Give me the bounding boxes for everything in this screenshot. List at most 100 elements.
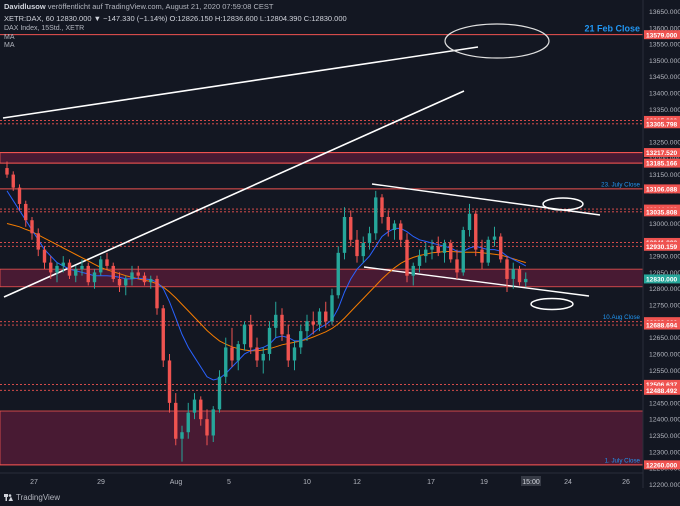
candle-body — [442, 243, 447, 253]
candle-body — [174, 402, 178, 439]
candle-body — [405, 239, 409, 276]
candle-body — [430, 246, 434, 250]
candle-body — [480, 249, 484, 263]
candle-body — [299, 331, 303, 348]
level-price-tag: 13579.000 — [646, 32, 678, 39]
candle-body — [161, 308, 165, 361]
x-tick-label: 26 — [622, 479, 630, 486]
candle-body — [117, 278, 122, 286]
level-lines — [0, 34, 643, 466]
candle-body — [111, 265, 115, 279]
candle-body — [274, 314, 278, 328]
candle-body — [30, 220, 34, 234]
candle-body — [230, 347, 234, 361]
y-tick-label: 12800.000 — [649, 286, 680, 293]
candle-body — [5, 168, 9, 175]
x-tick-label: 24 — [564, 479, 572, 486]
level-price-tag: 12930.159 — [646, 244, 678, 251]
candle-body — [455, 259, 459, 273]
level-annotation: 21 Feb Close — [584, 24, 640, 34]
time-axis[interactable]: 27 29 Aug 5 10 12 17 19 24 26 15:00 — [30, 476, 630, 486]
candle-body — [349, 216, 353, 240]
candle-body — [49, 262, 53, 273]
level-price-tag: 13217.520 — [646, 150, 678, 157]
candle-body — [330, 295, 334, 322]
y-tick-label: 12200.000 — [649, 482, 680, 489]
candle-body — [386, 216, 390, 231]
y-tick-label: 13400.000 — [649, 91, 680, 98]
y-tick-label: 13450.000 — [649, 74, 680, 81]
author-name[interactable]: Davidlusow — [4, 2, 46, 11]
y-tick-label: 12750.000 — [649, 303, 680, 310]
candle-body — [217, 376, 222, 410]
highlight-ellipse-aug — [530, 297, 574, 311]
candle-body — [342, 216, 347, 253]
ma-indicator-2[interactable]: MA — [4, 42, 15, 49]
candle-body — [55, 265, 59, 273]
level-price-tag-bg — [644, 460, 680, 470]
candle-body — [136, 272, 140, 276]
x-tick-label: 5 — [227, 479, 231, 486]
candle-body — [167, 360, 172, 403]
ma-indicator-1[interactable]: MA — [4, 34, 15, 41]
candles — [5, 161, 528, 462]
level-price-tag-bg — [644, 119, 680, 129]
level-price-tag-bg — [644, 207, 680, 217]
y-tick-label: 12550.000 — [649, 368, 680, 375]
candle-body — [67, 262, 72, 276]
candle-body — [261, 353, 265, 361]
candle-body — [411, 265, 415, 276]
level-price-tag: 13106.088 — [646, 187, 678, 194]
ohlc-values: XETR:DAX, 60 12830.000 ▼ −147.330 (−1.14… — [4, 14, 347, 23]
candle-body — [417, 256, 422, 266]
zone-2 — [0, 410, 644, 466]
candle-body — [461, 230, 465, 273]
level-price-tag: 12506.637 — [646, 382, 678, 389]
y-tick-label: 13150.000 — [649, 172, 680, 179]
candle-body — [205, 419, 209, 436]
y-tick-label: 13000.000 — [649, 221, 680, 228]
level-price-tag: 13035.808 — [646, 209, 678, 216]
candle-body — [367, 233, 372, 244]
tradingview-brand[interactable]: TradingView — [16, 493, 61, 502]
level-price-tag: 12488.492 — [646, 388, 678, 395]
time-cursor-label: 15:00 — [522, 479, 540, 486]
tradingview-logo-icon[interactable] — [4, 494, 13, 502]
candle-body — [336, 252, 340, 296]
level-price-tag-bg — [644, 148, 680, 158]
candle-body — [324, 311, 328, 322]
symbol-name[interactable]: DAX Index, 15Std., XETR — [4, 25, 85, 32]
candle-body — [424, 249, 428, 257]
y-tick-label: 12450.000 — [649, 400, 680, 407]
candle-body — [286, 334, 290, 361]
candle-body — [74, 269, 78, 276]
level-price-tag-bg — [644, 241, 680, 251]
x-tick-label: 10 — [303, 479, 311, 486]
candle-body — [305, 321, 309, 332]
y-tick-label: 12600.000 — [649, 351, 680, 358]
candle-body — [155, 278, 159, 309]
x-tick-label: 29 — [97, 479, 105, 486]
candle-body — [224, 347, 228, 377]
price-zones — [0, 152, 644, 466]
current-price-tag-bg — [644, 274, 680, 284]
candle-body — [467, 213, 472, 231]
candle-body — [180, 432, 184, 439]
candle-body — [499, 236, 503, 260]
candle-body — [61, 262, 65, 266]
candle-body — [11, 174, 15, 188]
candle-body — [511, 269, 515, 279]
level-annotation: 10.Aug Close — [603, 314, 641, 321]
candle-body — [267, 327, 272, 354]
publish-info: veröffentlicht auf TradingView.com, Augu… — [47, 2, 274, 11]
current-price-tag: 12830.000 — [646, 277, 678, 284]
candle-body — [242, 324, 247, 345]
y-tick-label: 13250.000 — [649, 139, 680, 146]
level-price-tag-bg — [644, 184, 680, 194]
candle-body — [517, 269, 522, 283]
candle-body — [392, 223, 397, 231]
level-price-tag-bg — [644, 320, 680, 330]
level-price-tag: 12688.694 — [646, 323, 678, 330]
x-tick-label: 27 — [30, 479, 38, 486]
